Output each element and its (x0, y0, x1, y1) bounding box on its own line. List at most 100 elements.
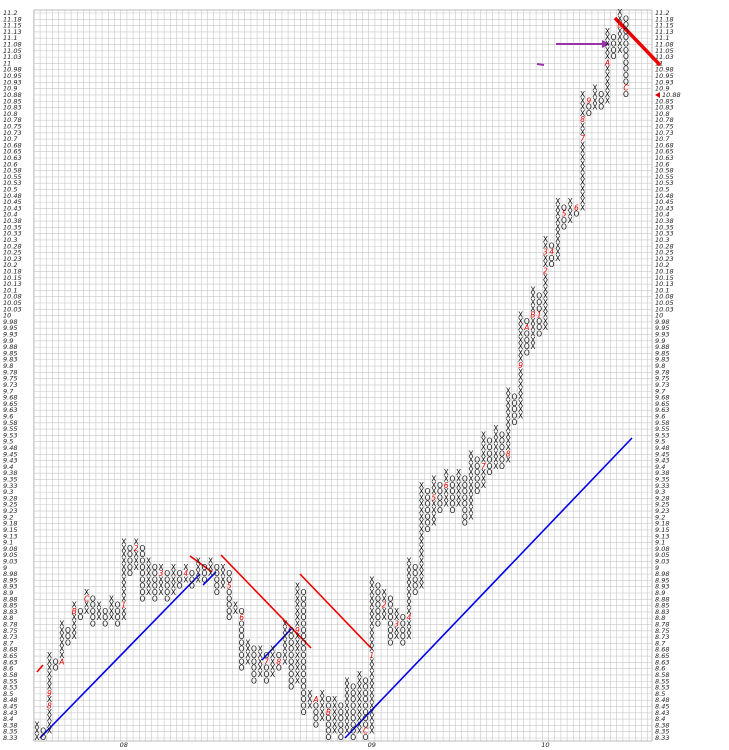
y-tick-label-right: 8.33 (655, 734, 669, 742)
o-box: O (412, 588, 418, 597)
o-box: O (425, 500, 431, 509)
y-tick-label-right: 10.55 (655, 173, 674, 181)
x-box: X (295, 601, 300, 610)
o-box: O (623, 40, 629, 49)
o-box: O (449, 481, 455, 490)
x-box: X (617, 14, 622, 23)
y-tick-label-right: 8.4 (655, 715, 665, 723)
y-tick-label: 9.83 (3, 356, 17, 364)
x-box: X (84, 607, 89, 616)
o-box: O (561, 222, 567, 231)
o-box: O (350, 701, 356, 710)
y-tick-label-right: 9.6 (655, 412, 665, 420)
o-box: O (288, 683, 294, 692)
x-box: X (555, 197, 560, 206)
o-box: O (487, 462, 493, 471)
o-box: O (288, 676, 294, 685)
month-marker: 3 (543, 248, 548, 257)
x-box: X (431, 500, 436, 509)
y-tick-label: 9.18 (3, 520, 17, 528)
x-box: X (332, 720, 337, 729)
x-box: X (158, 575, 163, 584)
x-box: X (146, 588, 151, 597)
y-tick-label-right: 9.9 (655, 337, 665, 345)
support-line (39, 573, 201, 739)
x-box: X (344, 714, 349, 723)
x-box: X (270, 664, 275, 673)
y-tick-label-right: 9.23 (655, 507, 669, 515)
x-box: X (220, 575, 225, 584)
x-box: X (369, 664, 374, 673)
x-box: X (270, 670, 275, 679)
o-box: O (276, 651, 282, 660)
y-tick-label-right: 9.7 (655, 387, 666, 395)
y-tick-label-right: 9.88 (655, 343, 669, 351)
x-box: X (419, 487, 424, 496)
x-box: X (282, 645, 287, 654)
y-tick-label: 10.83 (3, 104, 22, 112)
y-tick-label-right: 10.53 (655, 179, 674, 187)
x-box: X (208, 563, 213, 572)
o-box: O (288, 651, 294, 660)
x-box: X (369, 588, 374, 597)
o-box: O (449, 500, 455, 509)
x-box: X (320, 708, 325, 717)
x-box: X (419, 531, 424, 540)
o-box: O (449, 475, 455, 484)
x-tick-label: 09 (368, 741, 376, 749)
y-tick-label: 10.05 (3, 299, 22, 307)
y-tick-label-right: 8.5 (655, 690, 665, 698)
x-box: X (258, 645, 263, 654)
x-box: X (295, 676, 300, 685)
o-box: O (425, 519, 431, 528)
x-box: X (506, 443, 511, 452)
y-tick-label-right: 9.33 (655, 482, 669, 490)
y-tick-label-right: 9.95 (655, 324, 669, 332)
y-tick-label: 11.05 (3, 47, 22, 55)
o-box: O (127, 550, 133, 559)
x-box: X (431, 519, 436, 528)
y-tick-label: 10.43 (3, 204, 22, 212)
o-box: O (363, 689, 369, 698)
o-box: O (288, 626, 294, 635)
y-tick-label: 10.38 (3, 217, 22, 225)
y-tick-label: 10.58 (3, 167, 22, 175)
x-box: X (555, 241, 560, 250)
y-tick-label-right: 9.1 (655, 539, 665, 547)
x-box: X (580, 128, 585, 137)
y-tick-label-right: 9.55 (655, 425, 669, 433)
y-tick-label: 10.4 (3, 211, 17, 219)
x-box: X (307, 689, 312, 698)
o-box: O (301, 588, 307, 597)
x-box: X (282, 651, 287, 660)
x-box: X (196, 556, 201, 565)
x-box: X (295, 607, 300, 616)
o-box: O (449, 493, 455, 502)
x-box: X (59, 626, 64, 635)
o-box: O (152, 588, 158, 597)
o-box: O (573, 210, 579, 219)
x-box: X (369, 701, 374, 710)
y-tick-label: 9.3 (3, 488, 13, 496)
y-tick-label-right: 9.98 (655, 318, 669, 326)
x-box: X (121, 569, 126, 578)
x-box: X (332, 708, 337, 717)
x-box: X (121, 613, 126, 622)
x-box: X (481, 449, 486, 458)
x-box: X (419, 575, 424, 584)
o-box: O (301, 626, 307, 635)
x-box: X (282, 620, 287, 629)
x-box: X (357, 727, 362, 736)
x-box: X (592, 90, 597, 99)
o-box: O (400, 632, 406, 641)
o-box: O (301, 695, 307, 704)
y-tick-label: 10.15 (3, 274, 22, 282)
x-box: X (506, 393, 511, 402)
x-box: X (121, 594, 126, 603)
y-tick-label: 9.98 (3, 318, 17, 326)
o-box: O (363, 720, 369, 729)
y-tick-label: 8.73 (3, 633, 17, 641)
o-box: O (487, 468, 493, 477)
